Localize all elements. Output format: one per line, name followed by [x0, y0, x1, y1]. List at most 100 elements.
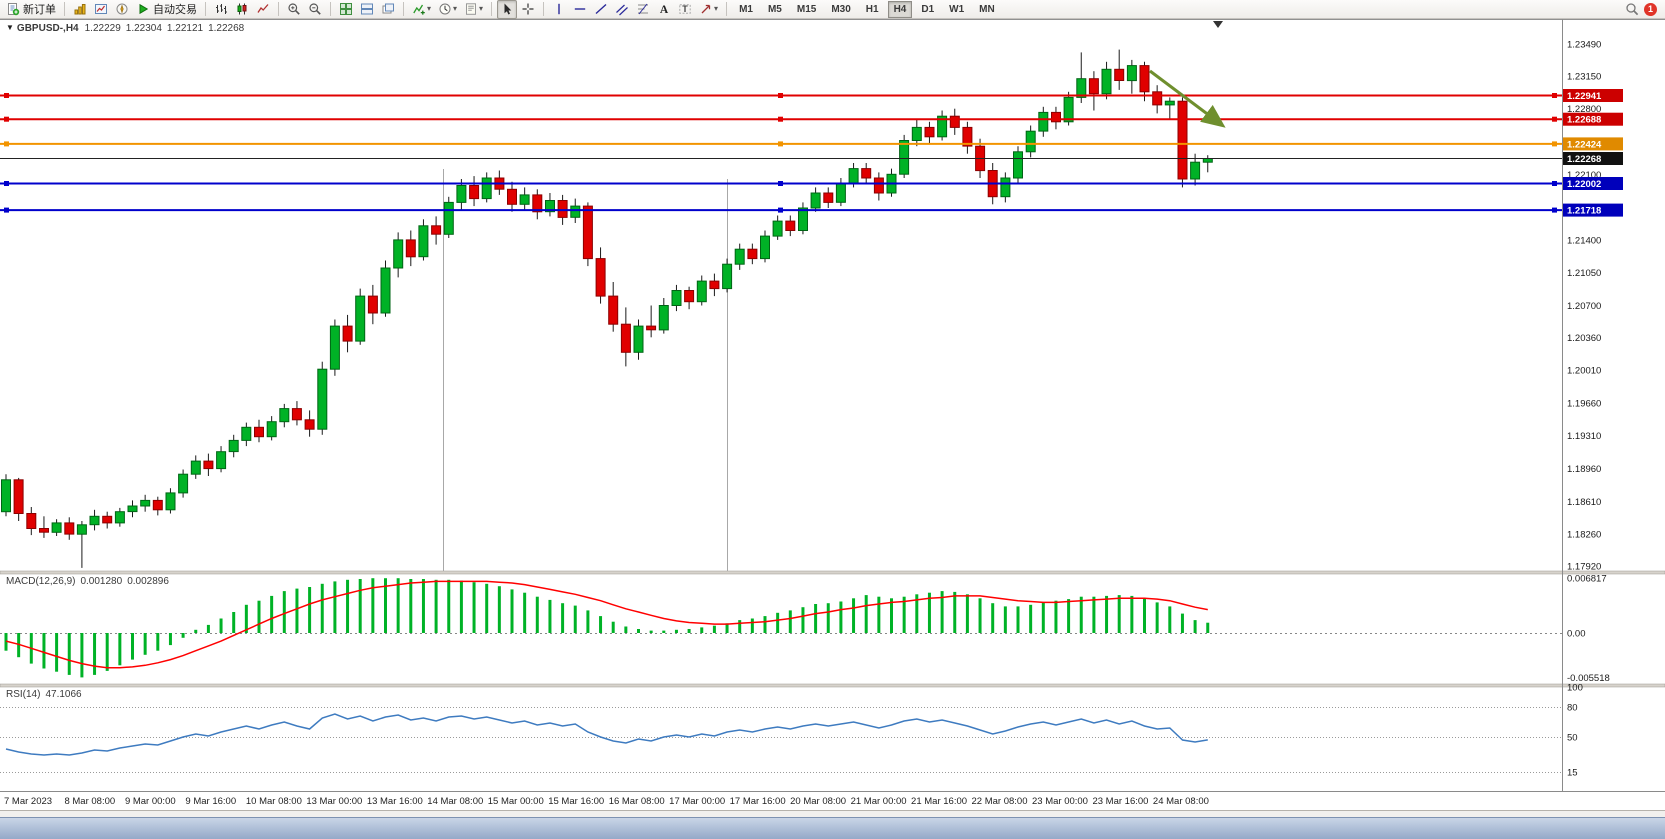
channel-tool-button[interactable]: [612, 0, 632, 19]
candlestick-chart-mode-button[interactable]: [232, 0, 252, 19]
time-axis-label: 21 Mar 00:00: [851, 796, 907, 807]
timeframe-m5-button[interactable]: M5: [767, 3, 782, 15]
main-toolbar: 新订单 自动交易 ▾ ▾ ▾ A T ▾ M1 M5 M15 M30 H1 H4 D1 W1 MN 1: [0, 0, 1665, 19]
line-chart-mode-button[interactable]: [253, 0, 273, 19]
indicators-icon: [412, 2, 426, 16]
fibonacci-tool-button[interactable]: [633, 0, 653, 19]
price-scale-label: 1.18960: [1567, 464, 1601, 475]
tile-windows-button[interactable]: [336, 0, 356, 19]
resistance-line-1-22688-handle[interactable]: [778, 116, 783, 122]
new-order-button[interactable]: 新订单: [3, 0, 59, 19]
market-watch-button[interactable]: [70, 0, 90, 19]
candle: [911, 126, 922, 142]
candle: [102, 515, 113, 524]
candle: [228, 439, 239, 453]
candle: [507, 188, 517, 205]
horizontal-line-tool-button[interactable]: [570, 0, 590, 19]
templates-button[interactable]: ▾: [461, 0, 486, 19]
pane-separator-rsi[interactable]: [0, 683, 1665, 688]
indicators-button[interactable]: ▾: [409, 0, 434, 19]
timeframe-m1-button[interactable]: M1: [739, 3, 753, 15]
chart-plot-area[interactable]: [0, 19, 1562, 571]
notifications-badge[interactable]: 1: [1644, 2, 1657, 16]
candle: [545, 200, 555, 213]
macd-name: MACD(12,26,9): [6, 576, 76, 587]
timeframe-h4-button[interactable]: H4: [887, 0, 913, 18]
candle: [772, 220, 783, 237]
resistance-line-1-22941-price-tag-text: 1.22941: [1567, 91, 1602, 102]
cascade-windows-button[interactable]: [378, 0, 398, 19]
candle: [696, 280, 707, 303]
resistance-line-1-22941-handle[interactable]: [778, 93, 783, 98]
horizontal-scroll-area[interactable]: [0, 810, 1665, 817]
dropdown-caret-icon: ▾: [427, 4, 432, 13]
pane-separator-macd[interactable]: [0, 570, 1665, 575]
resistance-line-1-22688-handle[interactable]: [4, 116, 9, 122]
macd-scale-label: -0.005518: [1567, 673, 1610, 684]
arrows-tool-button[interactable]: ▾: [696, 0, 721, 19]
candle: [873, 177, 884, 194]
price-scale-label: 1.18260: [1567, 530, 1601, 541]
price-scale-label: 1.19660: [1567, 398, 1601, 409]
zoom-in-button[interactable]: [284, 0, 304, 19]
trendline-tool-button[interactable]: [591, 0, 611, 19]
symbol-dropdown-icon[interactable]: ▼: [6, 23, 14, 32]
pivot-line-1-22424-handle[interactable]: [1552, 141, 1557, 147]
time-axis-label: 21 Mar 16:00: [911, 796, 967, 807]
label-icon: T: [678, 2, 692, 16]
arrange-windows-button[interactable]: [357, 0, 377, 19]
text-tool-button[interactable]: A: [654, 0, 674, 19]
rsi-value: 47.1066: [45, 689, 82, 700]
price-scale-label: 1.20700: [1567, 301, 1601, 312]
support-line-1-22002-handle[interactable]: [4, 181, 9, 186]
candle: [1000, 177, 1011, 198]
resistance-line-1-22941-handle[interactable]: [4, 93, 9, 98]
candle: [456, 185, 467, 203]
resistance-line-1-22688-handle[interactable]: [1552, 116, 1557, 122]
price-chart-svg: 1.23490 1.23150 1.22800 1.22100 1.21400 1.210…: [0, 19, 1665, 810]
cursor-button[interactable]: [497, 0, 518, 19]
crosshair-button[interactable]: [518, 0, 538, 19]
candle: [937, 115, 948, 138]
support-line-1-21718-handle[interactable]: [4, 207, 9, 213]
support-line-1-22002-handle[interactable]: [778, 181, 783, 186]
time-axis-label: 9 Mar 00:00: [125, 796, 176, 807]
periods-button[interactable]: ▾: [435, 0, 460, 19]
pivot-line-1-22424-handle[interactable]: [778, 141, 783, 147]
support-line-1-22002-handle[interactable]: [1552, 181, 1557, 186]
time-scale[interactable]: [0, 792, 1665, 810]
autotrading-button[interactable]: 自动交易: [133, 0, 200, 19]
candle: [1101, 68, 1112, 95]
timeframe-d1-button[interactable]: D1: [921, 3, 935, 15]
trend-arrow-annotation[interactable]: [1149, 69, 1226, 128]
pivot-line-1-22424-handle[interactable]: [4, 141, 9, 147]
candle: [279, 408, 290, 423]
timeframe-m15-button[interactable]: M15: [796, 3, 817, 15]
ohlc-high: 1.22304: [125, 23, 162, 34]
navigator-button[interactable]: [112, 0, 132, 19]
timeframe-mn-button[interactable]: MN: [979, 3, 995, 15]
text-label-tool-button[interactable]: T: [675, 0, 695, 19]
search-icon[interactable]: [1625, 2, 1639, 16]
zoom-out-button[interactable]: [305, 0, 325, 19]
chart-shift-marker[interactable]: [1213, 21, 1223, 28]
timeframe-w1-button[interactable]: W1: [949, 3, 965, 15]
support-line-1-21718-handle[interactable]: [778, 207, 783, 213]
pivot-line-1-22424-price-tag: [1563, 137, 1623, 151]
bars-icon: [214, 2, 228, 16]
chart-window-button[interactable]: [91, 0, 111, 19]
price-scale-label: 1.22100: [1567, 170, 1601, 181]
support-line-1-21718-handle[interactable]: [1552, 207, 1557, 213]
timeframe-h1-button[interactable]: H1: [865, 3, 879, 15]
zoom-in-icon: [287, 2, 301, 16]
resistance-line-1-22941-price-tag: [1563, 89, 1623, 102]
candle: [39, 528, 49, 533]
bar-chart-mode-button[interactable]: [211, 0, 231, 19]
vertical-line-tool-button[interactable]: [549, 0, 569, 19]
timeframe-m30-button[interactable]: M30: [831, 3, 851, 15]
candle: [848, 168, 859, 185]
market-watch-icon: [73, 2, 87, 16]
resistance-line-1-22941-handle[interactable]: [1552, 93, 1557, 98]
candle: [747, 248, 758, 260]
ohlc-low: 1.22121: [166, 23, 204, 34]
